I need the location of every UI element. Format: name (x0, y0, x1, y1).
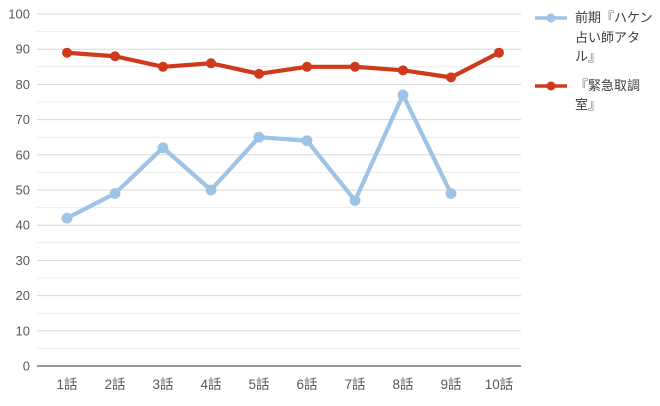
legend-item-kinkyu-torishirabeshitsu[interactable]: 『緊急取調室』 (534, 76, 658, 115)
y-axis-tick-label: 0 (23, 359, 30, 374)
series-line-0 (64, 92, 454, 221)
data-point[interactable] (62, 47, 72, 58)
data-point[interactable] (254, 68, 264, 79)
data-point[interactable] (157, 142, 169, 154)
y-axis-tick-label: 20 (16, 288, 30, 303)
x-axis-tick-label: 1話 (56, 376, 77, 392)
data-point[interactable] (109, 188, 121, 199)
y-axis-tick-label: 40 (16, 218, 30, 233)
data-point[interactable] (349, 195, 361, 206)
data-point[interactable] (445, 188, 457, 199)
data-point[interactable] (205, 184, 217, 196)
y-axis-tick-label: 90 (16, 42, 30, 57)
data-point[interactable] (350, 61, 360, 72)
legend-label: 『緊急取調室』 (575, 77, 641, 113)
data-point[interactable] (397, 89, 409, 101)
data-point[interactable] (446, 72, 456, 83)
legend-line-marker-icon (535, 81, 567, 90)
data-point[interactable] (302, 61, 312, 72)
x-axis-tick-label: 6話 (296, 376, 317, 392)
data-point[interactable] (158, 61, 168, 72)
x-axis-tick-label: 9話 (440, 376, 461, 392)
y-axis-tick-label: 80 (16, 77, 30, 92)
legend-dot-icon (546, 81, 556, 90)
legend-item-haken-uranaishi[interactable]: 前期『ハケン占い師アタル』 (534, 8, 658, 67)
data-point[interactable] (61, 212, 73, 224)
data-point[interactable] (206, 58, 216, 69)
x-axis-tick-label: 5話 (248, 376, 269, 392)
x-axis-tick-label: 3話 (152, 376, 173, 392)
x-axis-tick-label: 7話 (344, 376, 365, 392)
x-axis-tick-label: 10話 (485, 376, 514, 392)
legend-dot-icon (546, 13, 556, 23)
y-axis-tick-label: 70 (16, 112, 30, 127)
series-line-1 (64, 50, 502, 80)
data-point[interactable] (398, 65, 408, 76)
data-point[interactable] (253, 131, 265, 143)
x-axis-tick-label: 4話 (200, 376, 221, 392)
y-axis-tick-label: 10 (16, 323, 30, 338)
legend-line-marker-icon (535, 13, 567, 23)
y-axis-tick-label: 30 (16, 253, 30, 268)
y-axis-tick-label: 50 (16, 183, 30, 198)
chart-legend: 前期『ハケン占い師アタル』 『緊急取調室』 (534, 8, 658, 124)
y-axis-tick-label: 60 (16, 147, 30, 162)
data-point[interactable] (301, 135, 313, 147)
y-axis-tick-label: 100 (8, 7, 30, 22)
data-point[interactable] (110, 51, 120, 62)
x-axis-tick-label: 8話 (392, 376, 413, 392)
data-point[interactable] (494, 47, 504, 58)
legend-label: 前期『ハケン占い師アタル』 (575, 10, 653, 64)
x-axis-tick-label: 2話 (104, 376, 125, 392)
